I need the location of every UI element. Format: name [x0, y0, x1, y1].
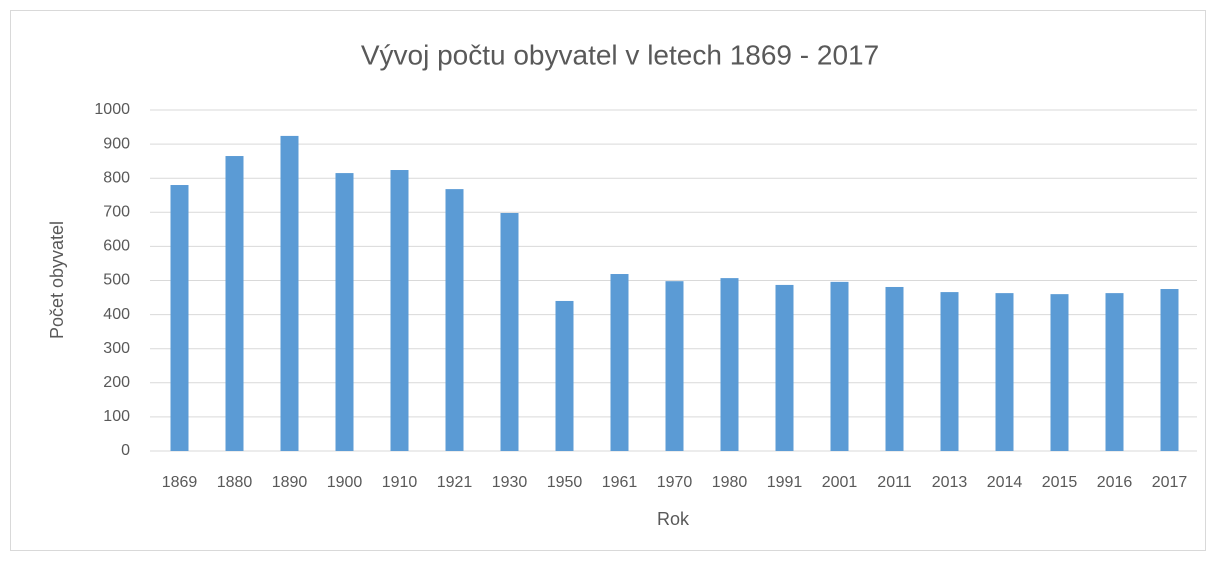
y-tick-label: 700	[103, 204, 130, 221]
bar	[1050, 294, 1069, 451]
bar	[775, 284, 794, 451]
x-tick-label: 2001	[822, 474, 858, 491]
bar	[170, 185, 189, 451]
y-tick-label: 400	[103, 306, 130, 323]
bar	[610, 274, 629, 451]
y-tick-label: 300	[103, 340, 130, 357]
y-axis-label: Počet obyvatel	[47, 221, 67, 339]
x-tick-label: 1921	[437, 474, 473, 491]
y-tick-label: 1000	[94, 101, 130, 118]
bar	[940, 292, 959, 451]
bar	[225, 156, 244, 451]
bar	[445, 189, 464, 451]
x-tick-label: 1970	[657, 474, 693, 491]
bar	[995, 293, 1014, 451]
x-tick-label: 1869	[162, 474, 198, 491]
bar	[665, 281, 684, 451]
x-tick-label: 1961	[602, 474, 638, 491]
y-tick-label: 800	[103, 169, 130, 186]
x-tick-label: 1950	[547, 474, 583, 491]
bar	[280, 135, 299, 451]
x-tick-label: 1880	[217, 474, 253, 491]
x-tick-label: 1890	[272, 474, 308, 491]
x-tick-label: 1991	[767, 474, 803, 491]
x-tick-label: 2013	[932, 474, 968, 491]
bar	[555, 300, 574, 451]
bar	[390, 170, 409, 452]
chart-title: Vývoj počtu obyvatel v letech 1869 - 201…	[361, 39, 879, 70]
x-tick-label: 2011	[877, 474, 912, 491]
bar	[335, 173, 354, 451]
bar	[885, 286, 904, 451]
bar	[1105, 293, 1124, 451]
y-tick-label: 100	[103, 408, 130, 425]
x-tick-label: 2014	[987, 474, 1023, 491]
x-tick-label: 2015	[1042, 474, 1078, 491]
bar	[500, 212, 519, 451]
x-tick-label: 1980	[712, 474, 748, 491]
y-tick-label: 0	[121, 442, 130, 459]
x-tick-label: 1930	[492, 474, 528, 491]
x-tick-label: 1900	[327, 474, 363, 491]
x-tick-label: 2017	[1152, 474, 1188, 491]
x-tick-label: 1910	[382, 474, 418, 491]
y-tick-label: 600	[103, 238, 130, 255]
y-tick-label: 900	[103, 135, 130, 152]
y-tick-label: 500	[103, 272, 130, 289]
x-tick-label: 2016	[1097, 474, 1133, 491]
bar	[1160, 289, 1179, 451]
y-tick-label: 200	[103, 374, 130, 391]
bar	[830, 281, 849, 451]
x-axis-label: Rok	[657, 509, 690, 529]
bar	[720, 278, 739, 451]
